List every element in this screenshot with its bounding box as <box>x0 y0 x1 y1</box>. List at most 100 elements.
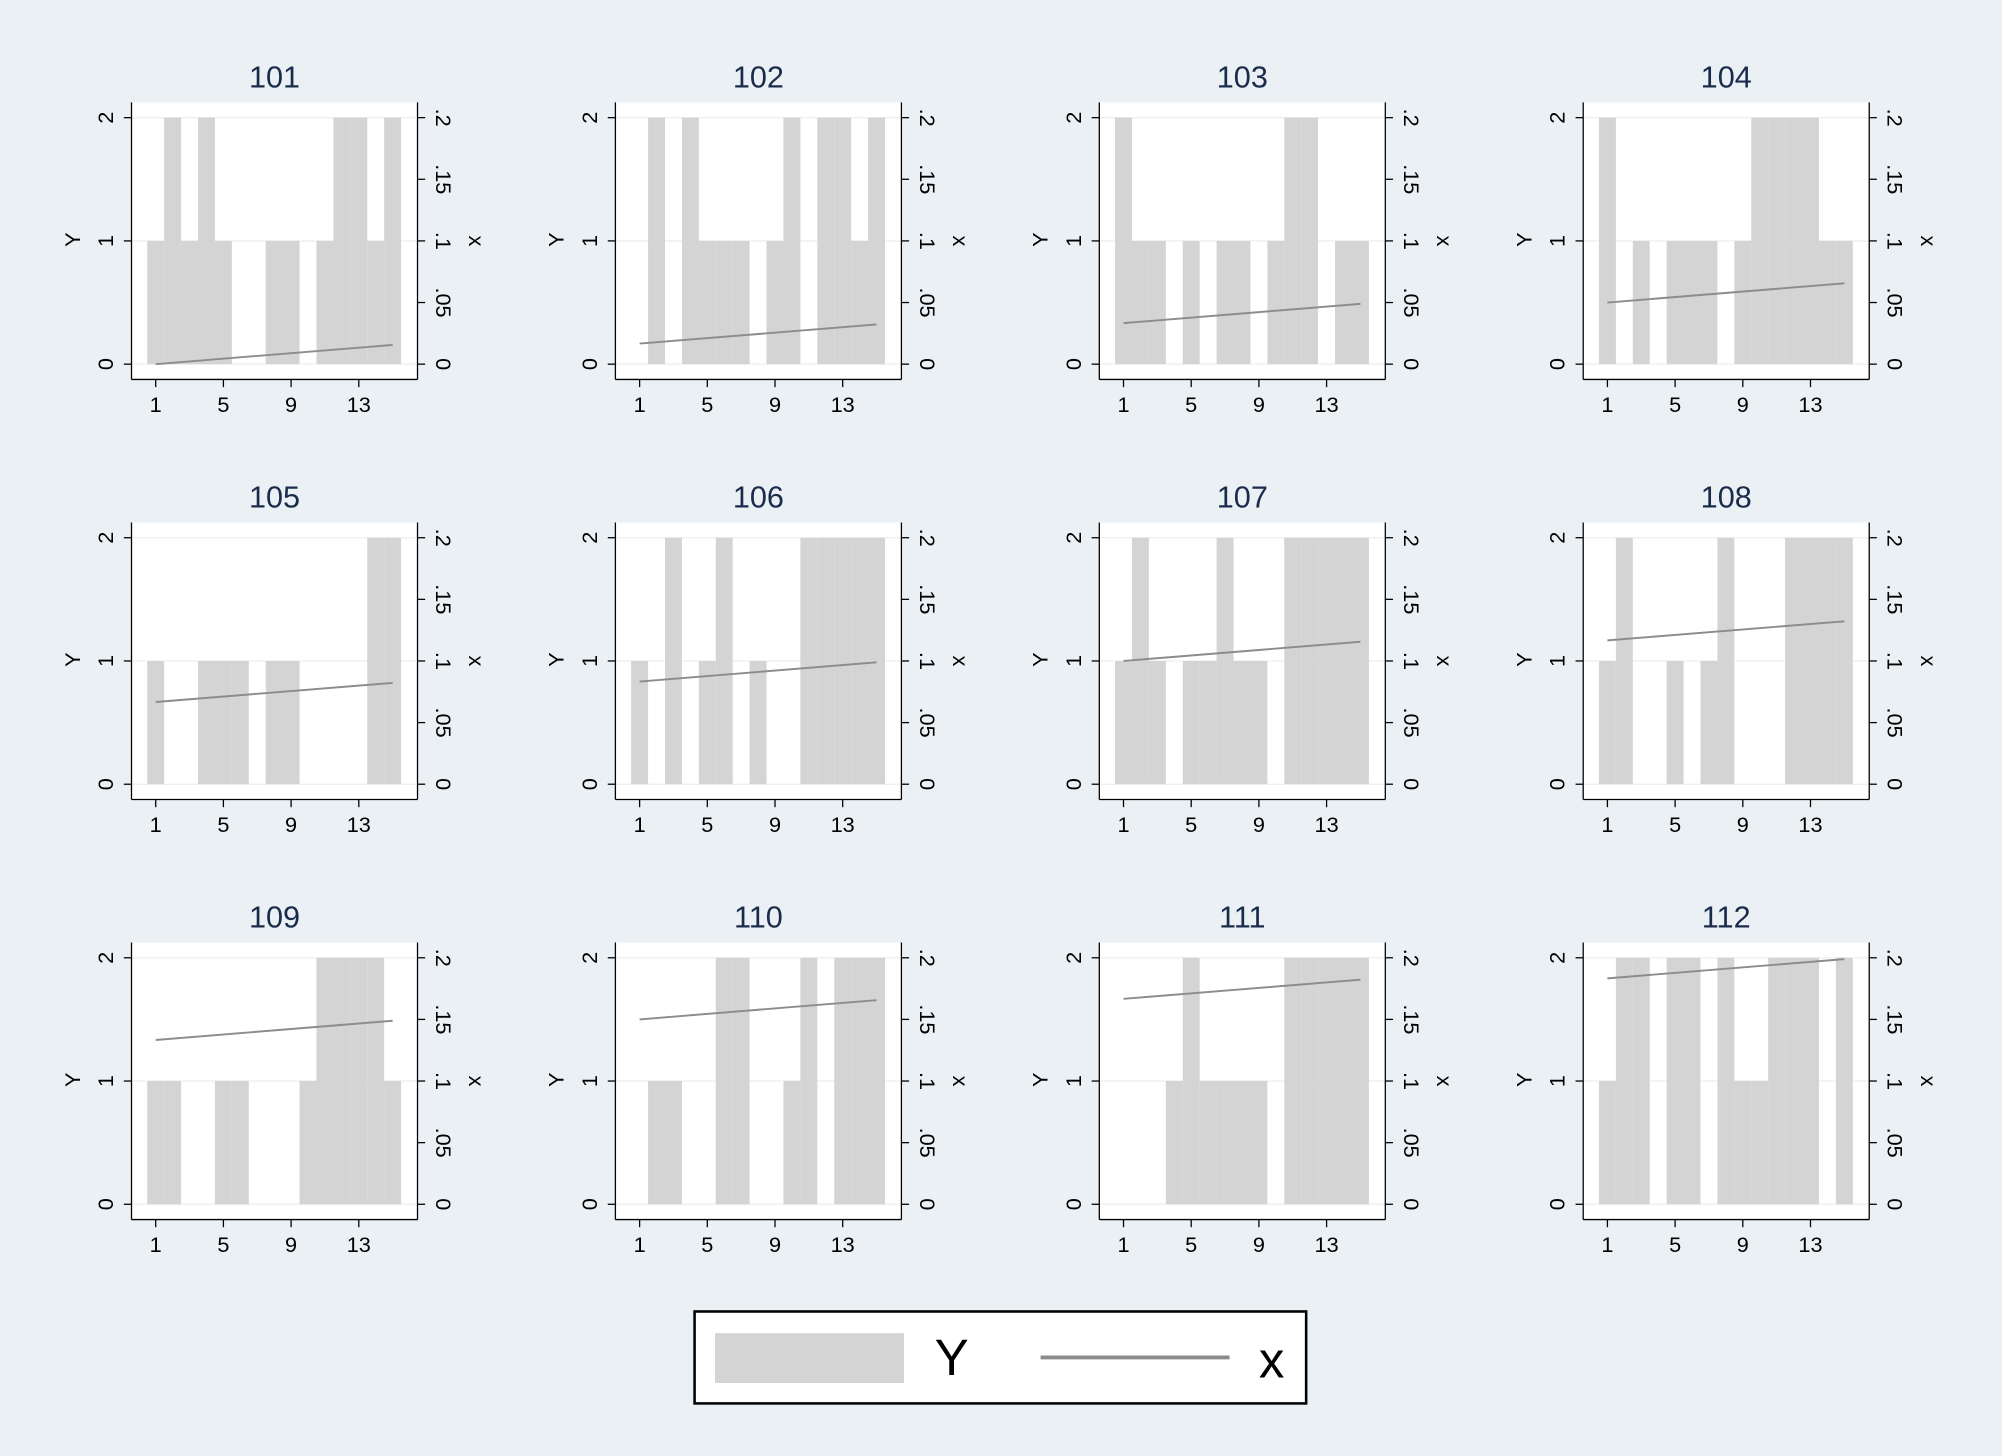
bar <box>350 957 368 1205</box>
panel: 109 1 5 9 13 0 1 2 0 .05 .1 .15 .2 Y x <box>60 901 489 1257</box>
panel-title: 108 <box>1701 481 1752 515</box>
line <box>155 1019 393 1041</box>
y-tick-label: 0 <box>93 1198 118 1210</box>
x-tick-label: 9 <box>1253 1232 1265 1257</box>
bar <box>715 537 733 785</box>
panel: 103 1 5 9 13 0 1 2 0 .05 .1 .15 .2 Y x <box>1028 60 1457 416</box>
bar <box>1632 240 1650 365</box>
x-tick-label: 1 <box>634 1232 646 1257</box>
y2-tick-label: .15 <box>1883 584 1908 614</box>
x-tick-label: 5 <box>217 812 229 837</box>
y-axis-label: Y <box>60 1073 85 1087</box>
bar <box>783 117 801 365</box>
y2-tick-label: .2 <box>915 529 940 547</box>
x-tick-label: 5 <box>1185 812 1197 837</box>
bar <box>1351 537 1369 785</box>
x-tick-label: 13 <box>1315 392 1339 417</box>
x-tick-label: 5 <box>701 392 713 417</box>
x-tick-label: 1 <box>634 392 646 417</box>
bar <box>648 117 665 365</box>
bar <box>1785 117 1803 365</box>
x-tick-label: 13 <box>831 1232 855 1257</box>
bar <box>316 957 334 1205</box>
bar <box>1666 240 1684 365</box>
y2-tick-label: .2 <box>1883 949 1908 967</box>
bar <box>800 537 818 785</box>
x-tick-label: 9 <box>1253 392 1265 417</box>
bar <box>198 117 215 365</box>
y2-axis-label: x <box>1916 656 1941 667</box>
y2-tick-label: 0 <box>915 778 940 790</box>
bar <box>1700 660 1718 785</box>
x-tick-label: 13 <box>347 392 371 417</box>
x-tick-label: 9 <box>1737 1232 1749 1257</box>
bar <box>1284 957 1302 1205</box>
bar <box>1233 240 1251 365</box>
y2-tick-label: 0 <box>431 778 456 790</box>
x-tick-label: 5 <box>1185 392 1197 417</box>
line <box>155 681 393 703</box>
y2-tick-label: 0 <box>1399 1198 1424 1210</box>
x-tick-label: 9 <box>285 1232 297 1257</box>
y2-axis-label: x <box>1916 235 1941 246</box>
panel: 101 1 5 9 13 0 1 2 0 .05 .1 .15 .2 Y x <box>60 60 489 416</box>
bar <box>265 660 283 785</box>
panel: 112 1 5 9 13 0 1 2 0 .05 .1 .15 .2 Y x <box>1511 901 1940 1257</box>
y-tick-label: 0 <box>1545 1198 1570 1210</box>
bar <box>299 1081 317 1205</box>
bar <box>1802 957 1819 1205</box>
y-tick-label: 2 <box>1061 112 1086 124</box>
y2-tick-label: 0 <box>1883 778 1908 790</box>
x-tick-label: 13 <box>831 392 855 417</box>
bar <box>214 240 232 365</box>
bar <box>1598 117 1616 365</box>
bar <box>817 537 835 785</box>
x-tick-label: 1 <box>1117 812 1129 837</box>
bar <box>698 240 716 365</box>
y-tick-label: 1 <box>1061 1075 1086 1087</box>
bar <box>851 957 869 1205</box>
y-tick-label: 0 <box>1061 1198 1086 1210</box>
y-tick-label: 2 <box>577 952 602 964</box>
x-tick-label: 1 <box>150 1232 162 1257</box>
bar <box>350 117 368 365</box>
bar <box>664 537 682 785</box>
y-tick-label: 1 <box>1061 655 1086 667</box>
panel: 102 1 5 9 13 0 1 2 0 .05 .1 .15 .2 Y x <box>544 60 973 416</box>
x-tick-label: 1 <box>150 392 162 417</box>
y2-tick-label: 0 <box>1399 358 1424 370</box>
y-axis-label: Y <box>1028 652 1053 666</box>
y2-tick-label: .2 <box>1883 109 1908 127</box>
y-axis-label: Y <box>544 652 569 666</box>
y2-tick-label: .1 <box>431 652 456 670</box>
line <box>639 323 877 345</box>
x-tick-label: 9 <box>285 812 297 837</box>
bar <box>1165 1081 1183 1205</box>
y2-tick-label: .2 <box>1399 529 1424 547</box>
y-tick-label: 1 <box>1545 655 1570 667</box>
y2-tick-label: .1 <box>431 1072 456 1090</box>
panel: 107 1 5 9 13 0 1 2 0 .05 .1 .15 .2 Y x <box>1028 481 1457 837</box>
bar <box>1818 537 1836 785</box>
bar <box>147 240 165 365</box>
bar <box>1233 1081 1251 1205</box>
y2-tick-label: .1 <box>1399 232 1424 250</box>
y-tick-label: 0 <box>1061 778 1086 790</box>
bar <box>1615 537 1633 785</box>
bar <box>868 957 885 1205</box>
bar <box>766 240 784 365</box>
bar <box>1835 240 1853 365</box>
bar <box>664 1081 682 1205</box>
bar <box>1598 1081 1616 1205</box>
y2-tick-label: .15 <box>1399 164 1424 194</box>
y-tick-label: 1 <box>93 1075 118 1087</box>
y-tick-label: 2 <box>93 532 118 544</box>
legend-label: x <box>1259 1331 1285 1388</box>
line <box>639 661 877 683</box>
x-tick-label: 9 <box>285 392 297 417</box>
y2-tick-label: .15 <box>431 164 456 194</box>
bar <box>1785 537 1803 785</box>
bar <box>1802 117 1819 365</box>
